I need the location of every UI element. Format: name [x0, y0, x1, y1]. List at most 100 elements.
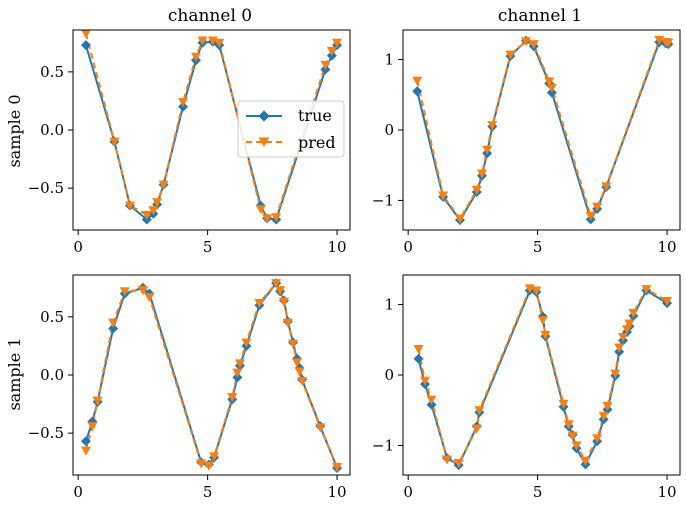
marker-pred: [297, 376, 308, 386]
x-tick-label: 5: [203, 238, 213, 256]
marker-pred: [275, 286, 286, 296]
marker-pred: [438, 191, 449, 201]
marker-pred: [505, 50, 516, 60]
marker-pred: [109, 137, 120, 147]
panel-sample0-channel1: 0 5 10 −1 0 1: [372, 29, 681, 256]
panel-sample1-channel0: 0 5 10 −0.5 0.0 0.5: [28, 274, 351, 501]
marker-pred: [209, 452, 220, 462]
marker-pred: [624, 319, 635, 329]
marker-true: [80, 40, 91, 51]
x-tick-label: 0: [73, 238, 83, 256]
marker-pred: [278, 297, 289, 307]
column-title-0: channel 0: [168, 6, 252, 26]
marker-pred: [662, 297, 673, 307]
panel-sample1-channel1: 0 5 10 −1 0 1: [372, 274, 681, 501]
series-line-pred: [416, 38, 669, 220]
marker-pred: [207, 36, 218, 46]
marker-pred: [571, 441, 582, 451]
marker-pred: [598, 411, 609, 421]
y-tick-label: 0.0: [40, 121, 64, 139]
marker-pred: [614, 343, 625, 353]
marker-pred: [158, 180, 169, 190]
marker-pred: [453, 459, 464, 469]
marker-true: [80, 436, 91, 447]
x-tick-label: 10: [328, 483, 347, 501]
marker-pred: [580, 456, 591, 466]
legend-pred-marker: [258, 137, 270, 147]
marker-pred: [144, 293, 155, 303]
marker-pred: [537, 316, 548, 326]
marker-pred: [610, 369, 621, 379]
legend-pred-label: pred: [298, 133, 336, 152]
marker-pred: [332, 462, 343, 472]
y-tick-label: 0.5: [40, 308, 64, 326]
marker-pred: [602, 401, 613, 411]
y-tick-label: 0.0: [40, 366, 64, 384]
y-tick-label: 1: [384, 51, 394, 69]
marker-pred: [282, 318, 293, 328]
y-tick-label: −1: [372, 436, 394, 454]
marker-pred: [271, 279, 282, 289]
marker-pred: [592, 202, 603, 212]
y-tick-label: 0: [384, 121, 394, 139]
marker-pred: [190, 52, 201, 62]
marker-pred: [119, 287, 130, 297]
marker-pred: [413, 344, 424, 354]
marker-pred: [197, 36, 208, 46]
marker-pred: [108, 318, 119, 328]
marker-pred: [148, 206, 159, 216]
marker-pred: [567, 431, 578, 441]
marker-pred: [601, 182, 612, 192]
marker-pred: [255, 205, 266, 215]
marker-pred: [663, 38, 674, 48]
marker-pred: [87, 422, 98, 432]
x-tick-label: 10: [658, 483, 677, 501]
marker-pred: [476, 169, 487, 179]
x-tick-label: 0: [403, 483, 413, 501]
x-tick-label: 0: [403, 238, 413, 256]
marker-pred: [288, 339, 299, 349]
marker-pred: [528, 40, 539, 50]
marker-pred: [540, 330, 551, 340]
marker-pred: [471, 424, 482, 434]
marker-pred: [227, 393, 238, 403]
marker-pred: [471, 185, 482, 195]
marker-pred: [137, 286, 148, 296]
marker-pred: [546, 83, 557, 93]
marker-pred: [234, 359, 245, 369]
marker-true: [412, 86, 423, 97]
x-tick-label: 5: [533, 238, 543, 256]
marker-pred: [412, 76, 423, 86]
marker-pred: [262, 214, 273, 224]
marker-pred: [271, 213, 282, 223]
marker-pred: [442, 455, 453, 465]
marker-pred: [420, 376, 431, 386]
marker-pred: [241, 338, 252, 348]
marker-pred: [291, 358, 302, 368]
marker-pred: [152, 198, 163, 208]
x-tick-label: 5: [533, 483, 543, 501]
y-tick-label: 1: [384, 296, 394, 314]
marker-pred: [482, 145, 493, 155]
marker-pred: [315, 423, 326, 433]
y-tick-label: −0.5: [28, 424, 64, 442]
marker-pred: [141, 210, 152, 220]
legend: true pred: [237, 100, 345, 158]
marker-pred: [585, 211, 596, 221]
marker-pred: [326, 46, 337, 56]
marker-pred: [558, 399, 569, 409]
marker-pred: [294, 367, 305, 377]
column-title-1: channel 1: [498, 6, 582, 26]
marker-pred: [454, 214, 465, 224]
marker-pred: [628, 309, 639, 319]
marker-pred: [332, 38, 343, 48]
marker-true: [413, 353, 424, 364]
marker-pred: [474, 406, 485, 416]
marker-pred: [203, 461, 214, 471]
marker-pred: [214, 38, 225, 48]
x-tick-label: 5: [203, 483, 213, 501]
marker-pred: [254, 298, 265, 308]
marker-pred: [80, 29, 91, 39]
y-tick-label: 0.5: [40, 63, 64, 81]
marker-pred: [487, 121, 498, 131]
